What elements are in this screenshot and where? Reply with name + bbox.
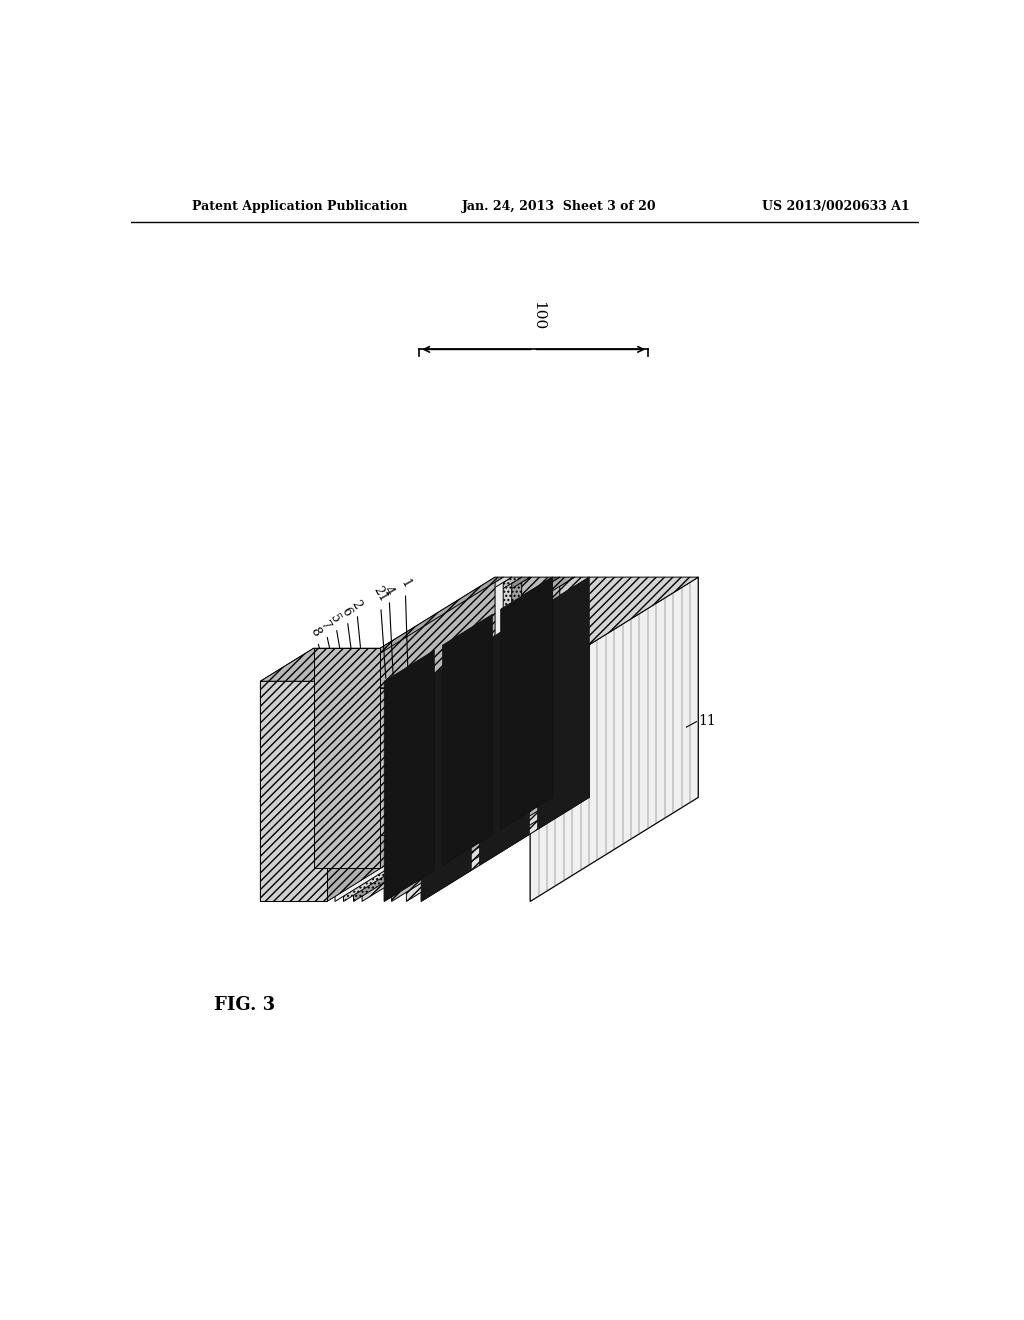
- Polygon shape: [391, 577, 560, 902]
- Text: 7: 7: [317, 619, 336, 678]
- Polygon shape: [421, 651, 471, 902]
- Polygon shape: [362, 577, 530, 902]
- Polygon shape: [313, 836, 433, 869]
- Text: 100: 100: [531, 301, 545, 330]
- Polygon shape: [421, 577, 698, 681]
- Polygon shape: [313, 688, 367, 869]
- Polygon shape: [362, 577, 552, 681]
- Polygon shape: [367, 714, 495, 751]
- Polygon shape: [384, 577, 552, 902]
- Polygon shape: [421, 577, 590, 902]
- Polygon shape: [429, 714, 495, 797]
- Text: 9: 9: [319, 686, 329, 701]
- Polygon shape: [367, 797, 495, 836]
- Polygon shape: [367, 714, 429, 836]
- Text: 1: 1: [397, 577, 413, 678]
- Polygon shape: [313, 648, 380, 869]
- Text: 6: 6: [339, 605, 355, 678]
- Polygon shape: [260, 681, 327, 902]
- Polygon shape: [479, 614, 529, 866]
- Text: 21: 21: [371, 583, 389, 678]
- Text: Patent Application Publication: Patent Application Publication: [193, 199, 408, 213]
- Text: 8: 8: [307, 626, 328, 678]
- Text: 2: 2: [348, 598, 364, 678]
- Polygon shape: [442, 614, 493, 866]
- Polygon shape: [391, 577, 574, 681]
- Polygon shape: [353, 577, 521, 902]
- Polygon shape: [260, 869, 380, 902]
- Polygon shape: [313, 721, 380, 869]
- Text: US 2013/0020633 A1: US 2013/0020633 A1: [762, 199, 909, 213]
- Polygon shape: [327, 577, 503, 681]
- Text: Jan. 24, 2013  Sheet 3 of 20: Jan. 24, 2013 Sheet 3 of 20: [462, 199, 656, 213]
- Text: 4: 4: [381, 583, 396, 678]
- Polygon shape: [407, 577, 590, 681]
- Text: 11: 11: [698, 714, 717, 727]
- Polygon shape: [407, 577, 574, 902]
- Text: 10: 10: [258, 800, 275, 813]
- Polygon shape: [335, 577, 503, 902]
- Polygon shape: [327, 577, 495, 902]
- Polygon shape: [538, 577, 590, 829]
- Polygon shape: [353, 577, 530, 681]
- Polygon shape: [501, 577, 552, 829]
- Polygon shape: [367, 751, 433, 836]
- Polygon shape: [384, 577, 560, 681]
- Text: FIG. 3: FIG. 3: [214, 997, 274, 1014]
- Polygon shape: [260, 648, 313, 902]
- Polygon shape: [343, 577, 521, 681]
- Polygon shape: [530, 577, 698, 902]
- Polygon shape: [343, 577, 512, 902]
- Polygon shape: [384, 651, 434, 902]
- Polygon shape: [367, 688, 433, 836]
- Polygon shape: [335, 577, 512, 681]
- Polygon shape: [260, 648, 380, 681]
- Text: 5: 5: [327, 611, 345, 678]
- Polygon shape: [313, 688, 433, 721]
